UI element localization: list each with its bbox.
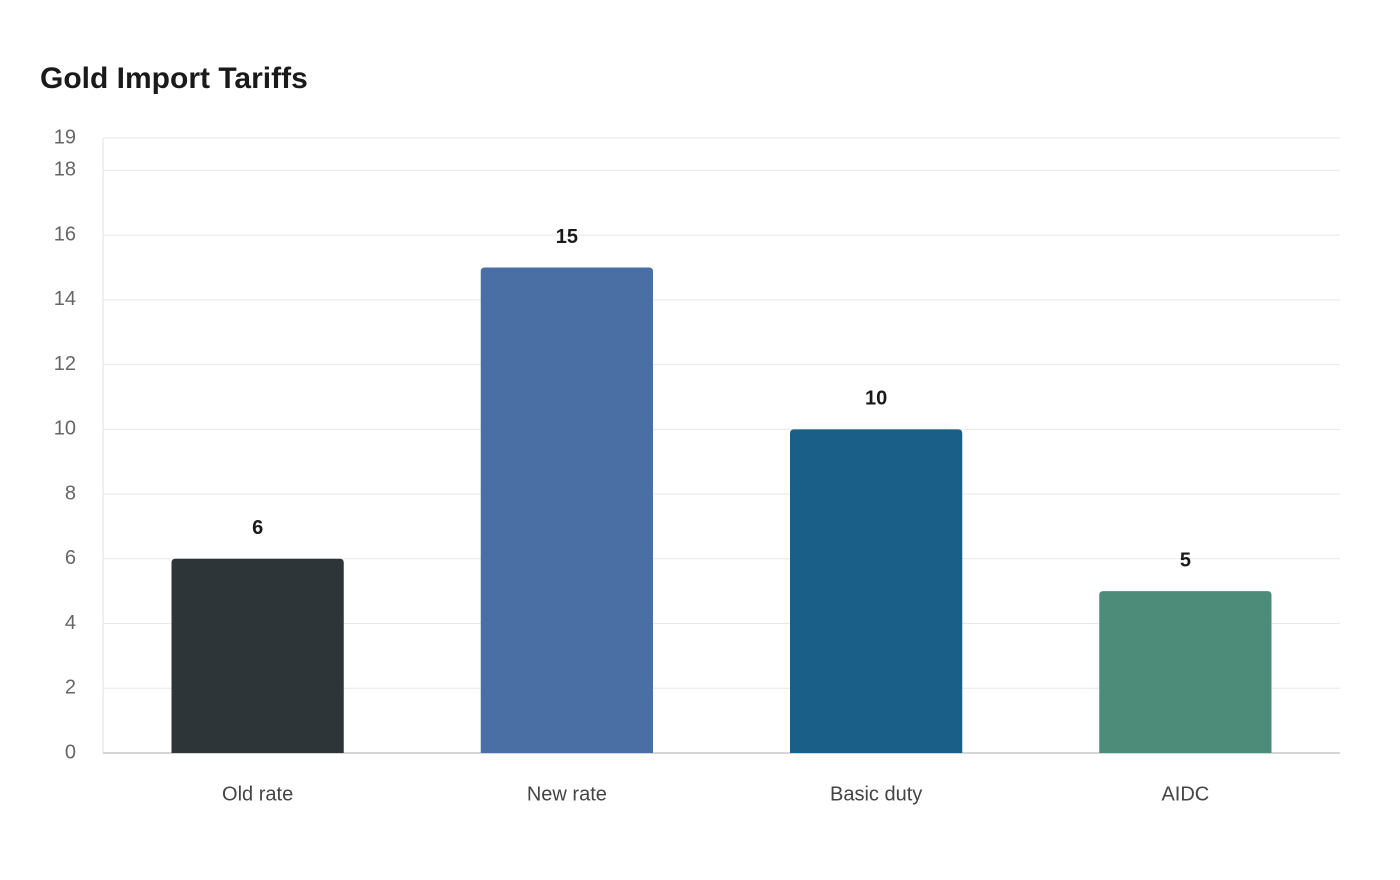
x-tick-label: Old rate (222, 783, 293, 805)
y-tick-label: 14 (54, 288, 76, 310)
chart-title: Gold Import Tariffs (40, 62, 308, 95)
bar (789, 429, 963, 753)
y-tick-label: 19 (54, 126, 76, 148)
y-tick-label: 0 (65, 741, 76, 763)
bar (1099, 591, 1272, 753)
y-tick-label: 12 (54, 353, 76, 375)
data-label: 10 (865, 388, 887, 410)
data-label: 5 (1180, 549, 1191, 571)
y-tick-label: 8 (65, 482, 76, 504)
y-tick-label: 6 (65, 547, 76, 569)
y-tick-label: 16 (54, 223, 76, 245)
x-tick-label: New rate (527, 783, 607, 805)
x-tick-label: Basic duty (830, 783, 922, 805)
bar (480, 267, 654, 753)
data-label: 6 (252, 517, 263, 539)
x-tick-label: AIDC (1161, 783, 1209, 805)
y-tick-label: 18 (54, 159, 76, 181)
y-tick-label: 4 (65, 612, 76, 634)
data-label: 15 (556, 226, 578, 248)
bar (171, 558, 344, 753)
y-tick-label: 10 (54, 418, 76, 440)
y-tick-label: 2 (65, 677, 76, 699)
